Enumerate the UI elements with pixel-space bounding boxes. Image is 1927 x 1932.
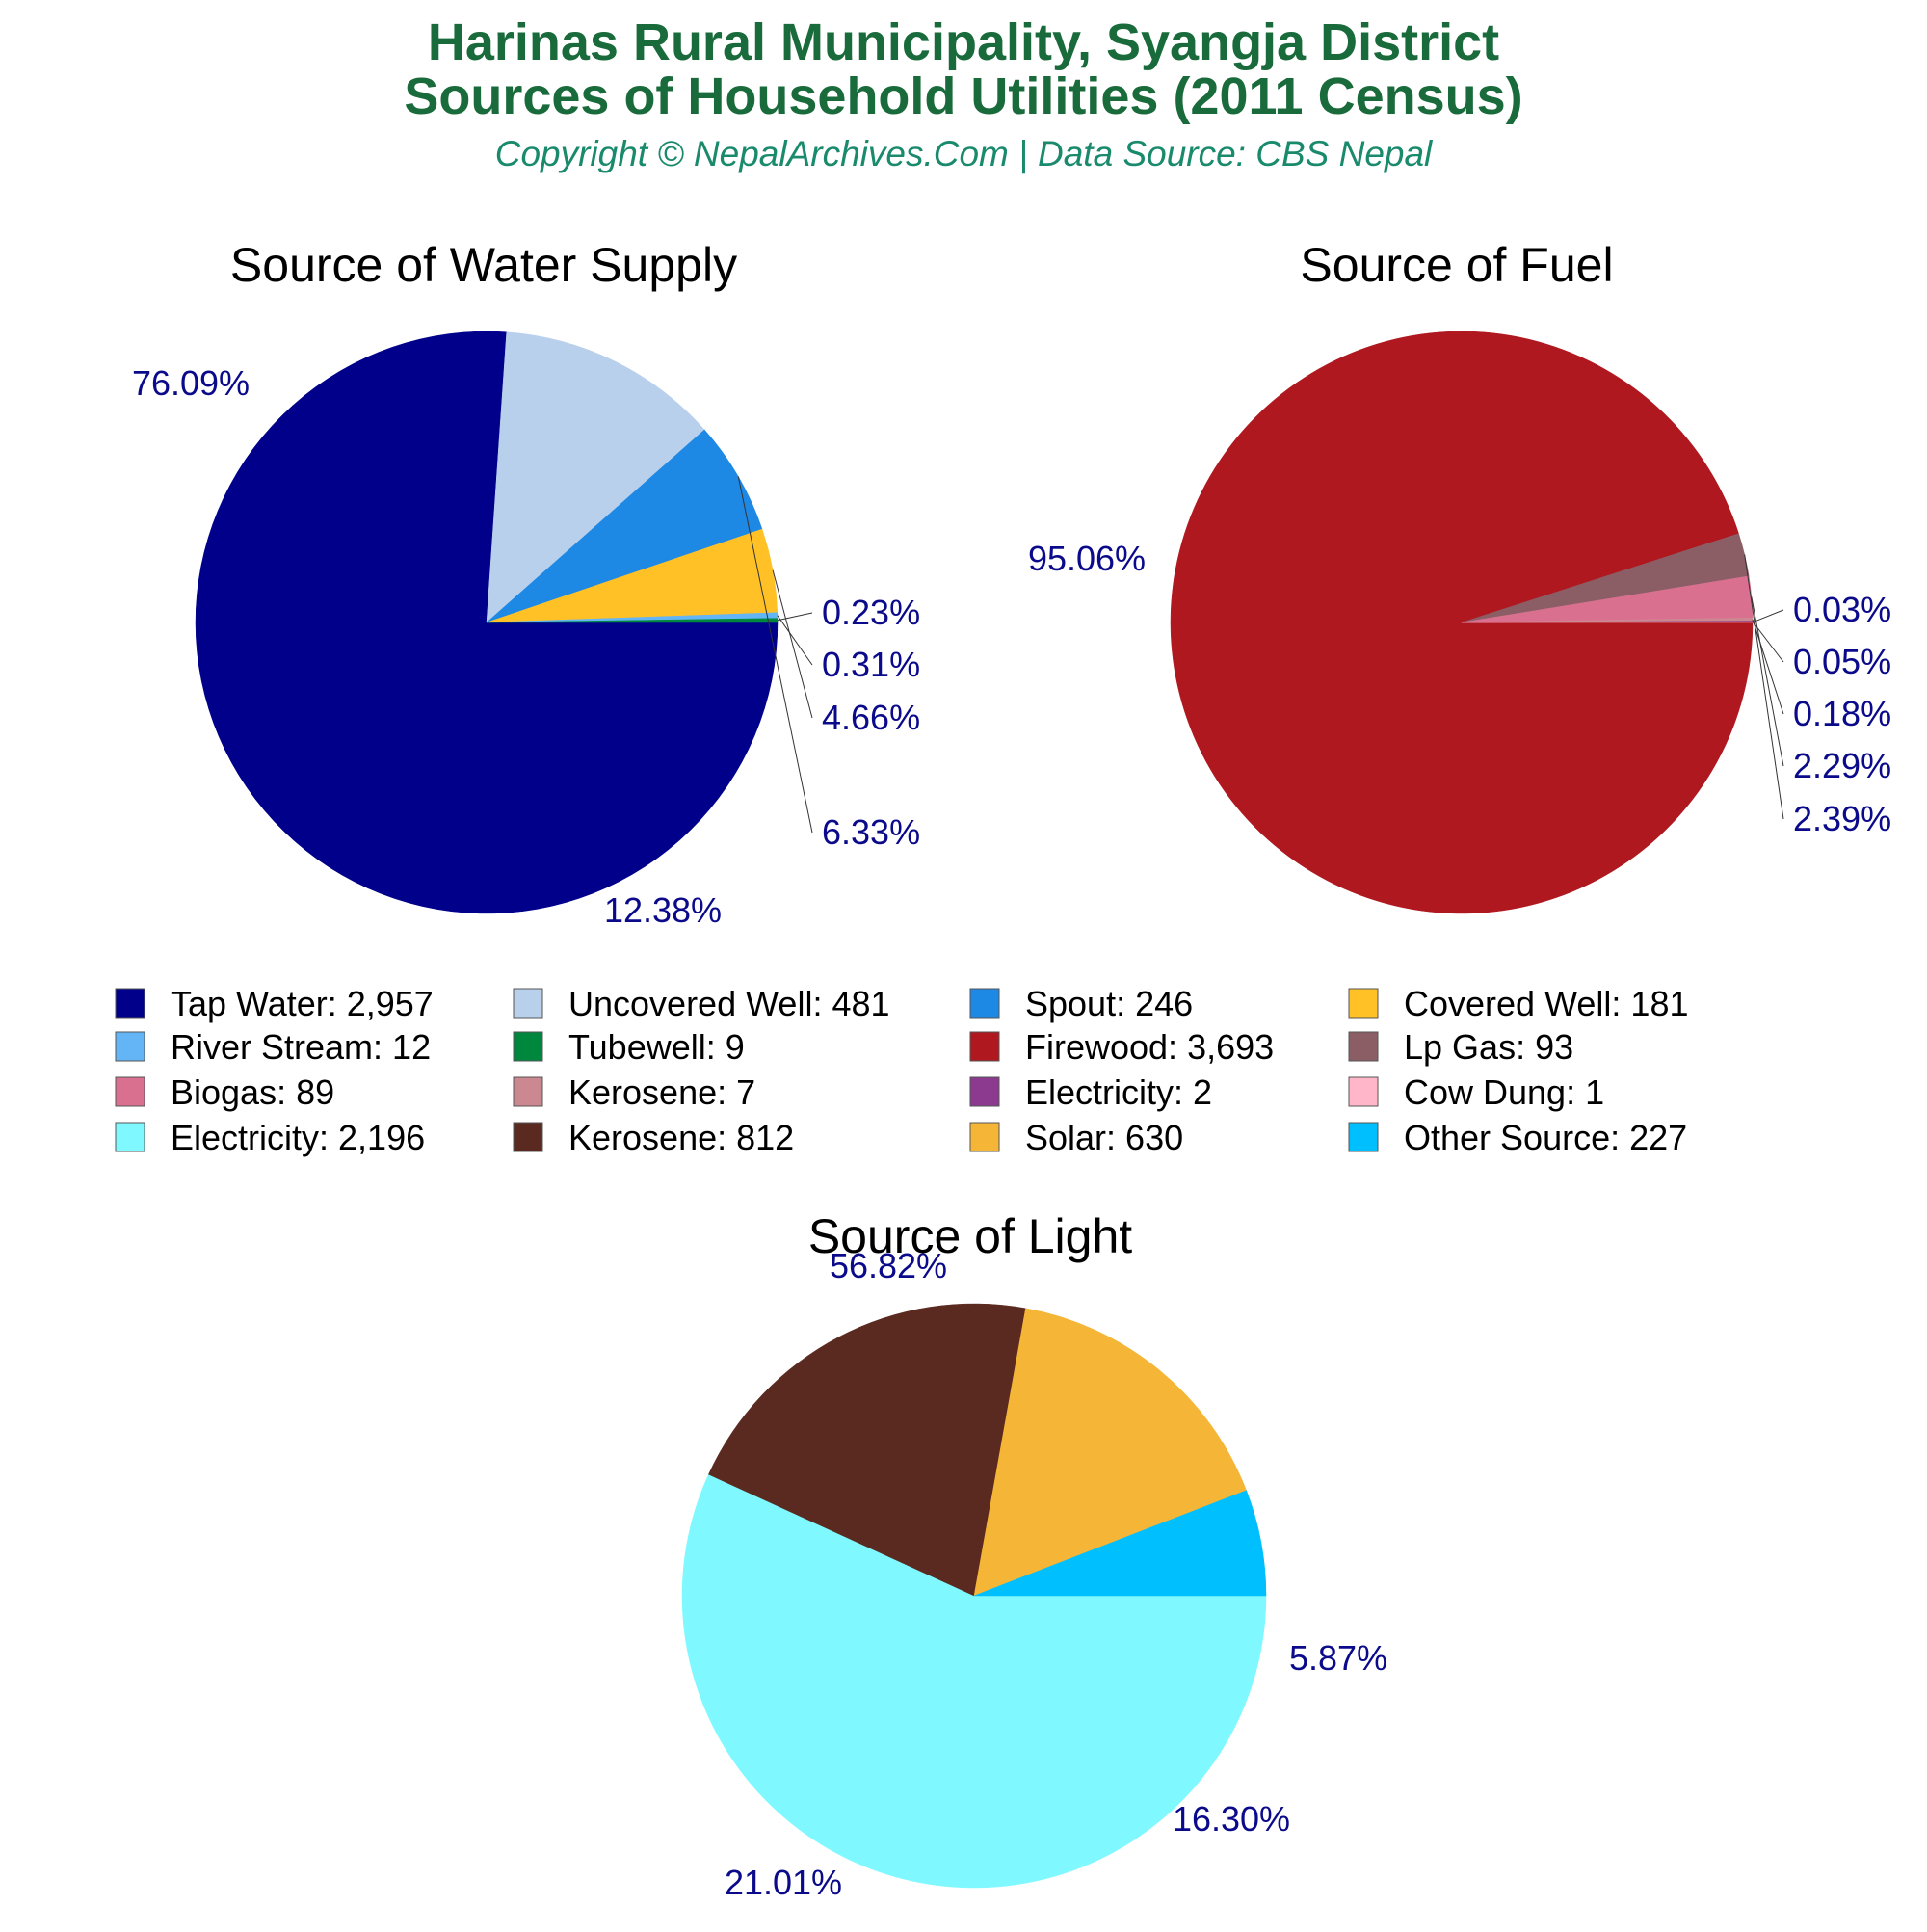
fuel-percent-label: 0.05% (1793, 642, 1891, 681)
legend-entry: River Stream: 12 (171, 1027, 431, 1067)
legend-entry: Spout: 246 (1025, 984, 1193, 1023)
legend-swatch (514, 1032, 542, 1061)
fuel-percent-label: 0.03% (1793, 590, 1891, 629)
light-percent-label: 21.01% (725, 1863, 842, 1902)
legend-entry: Electricity: 2,196 (171, 1118, 425, 1157)
legend-entry: Tap Water: 2,957 (171, 984, 434, 1023)
fuel-percent-label: 0.18% (1793, 694, 1891, 733)
water-percent-label: 12.38% (604, 890, 722, 930)
fuel-percent-label: 95.06% (1028, 539, 1146, 578)
legend-entry: Biogas: 89 (171, 1072, 334, 1112)
legend-entry: Cow Dung: 1 (1404, 1072, 1604, 1112)
legend-entry: Solar: 630 (1025, 1118, 1183, 1157)
legend-swatch (514, 989, 542, 1018)
copyright-subtitle: Copyright © NepalArchives.Com | Data Sou… (495, 134, 1434, 173)
legend-entry: Covered Well: 181 (1404, 984, 1689, 1023)
fuel-chart-title: Source of Fuel (1300, 238, 1613, 292)
legend-entry: Kerosene: 812 (568, 1118, 794, 1157)
legend-swatch (116, 1077, 145, 1106)
water-percent-label: 0.23% (822, 593, 920, 632)
water-percent-label: 4.66% (822, 698, 920, 737)
legend-swatch (970, 989, 999, 1018)
legend-swatch (514, 1077, 542, 1106)
legend-entry: Lp Gas: 93 (1404, 1027, 1573, 1067)
legend-swatch (1349, 1123, 1378, 1151)
legend-entry: Firewood: 3,693 (1025, 1027, 1274, 1067)
light-percent-label: 16.30% (1173, 1799, 1290, 1839)
legend-entry: Other Source: 227 (1404, 1118, 1687, 1157)
legend-swatch (1349, 1077, 1378, 1106)
light-percent-label: 5.87% (1289, 1638, 1387, 1678)
legend-swatch (1349, 1032, 1378, 1061)
water-percent-label: 6.33% (822, 812, 920, 852)
legend-entry: Electricity: 2 (1025, 1072, 1212, 1112)
legend-swatch (116, 1032, 145, 1061)
main-title-line1: Harinas Rural Municipality, Syangja Dist… (428, 13, 1499, 71)
legend-entry: Tubewell: 9 (568, 1027, 745, 1067)
legend-swatch (1349, 989, 1378, 1018)
legend-swatch (116, 1123, 145, 1151)
legend-swatch (116, 989, 145, 1018)
water-percent-label: 76.09% (132, 363, 250, 403)
legend-entry: Uncovered Well: 481 (568, 984, 890, 1023)
fuel-percent-label: 2.39% (1793, 799, 1891, 838)
water-chart-title: Source of Water Supply (230, 238, 737, 292)
legend-swatch (970, 1032, 999, 1061)
legend-swatch (514, 1123, 542, 1151)
light-chart-title: Source of Light (808, 1209, 1132, 1263)
main-title-line2: Sources of Household Utilities (2011 Cen… (404, 67, 1522, 125)
water-percent-label: 0.31% (822, 645, 920, 684)
legend-swatch (970, 1077, 999, 1106)
legend-entry: Kerosene: 7 (568, 1072, 755, 1112)
legend-swatch (970, 1123, 999, 1151)
fuel-percent-label: 2.29% (1793, 746, 1891, 785)
